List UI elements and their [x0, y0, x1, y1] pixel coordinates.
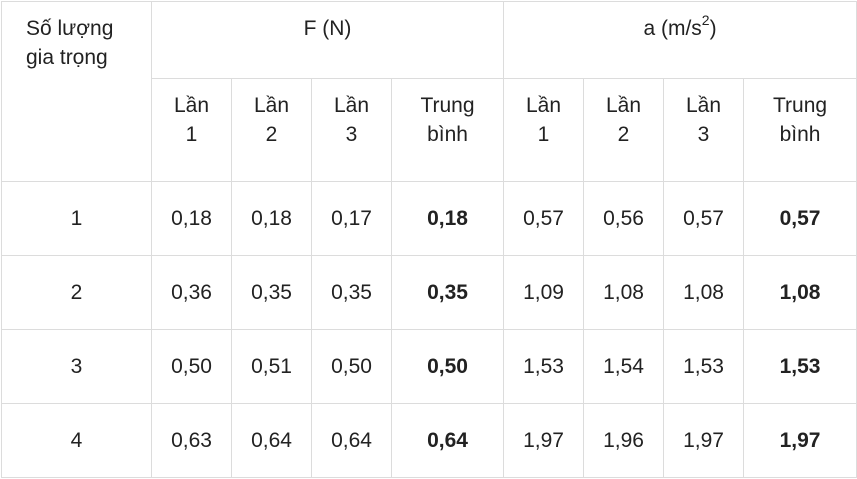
group-text: a (m/s	[643, 17, 702, 40]
cell: 0,51	[231, 329, 312, 404]
cell: 0,64	[311, 403, 392, 478]
cell: 3	[1, 329, 152, 404]
subheader: Lần 1	[151, 78, 232, 182]
cell: 4	[1, 403, 152, 478]
subheader: Lần 2	[583, 78, 665, 182]
subheader-text: Lần 3	[333, 94, 370, 146]
data-row: 2 0,36 0,35 0,35 0,35 1,09 1,08 1,08 1,08	[1, 255, 857, 330]
cell: 1,53	[663, 329, 745, 404]
average-cell: 1,08	[743, 255, 857, 330]
subheader: Trung bình	[390, 78, 505, 182]
cell: 1,08	[583, 255, 665, 330]
average-cell: 0,50	[390, 329, 505, 404]
group-header: F (N)	[150, 1, 505, 79]
cell: 1,53	[503, 329, 585, 404]
table-head: Số lượng gia trọng F (N) a (m/s2) Lần 1 Lần …	[1, 1, 857, 182]
subheader: Lần 2	[231, 78, 312, 182]
cell: 1,97	[663, 403, 745, 478]
subheader-row: Lần 1 Lần 2 Lần 3 Trung bình Lần 1 Lần 2 Lần 3…	[2, 78, 857, 182]
cell: 0,64	[231, 403, 312, 478]
data-row: 4 0,63 0,64 0,64 0,64 1,97 1,96 1,97 1,97	[1, 403, 857, 478]
data-row: 3 0,50 0,51 0,50 0,50 1,53 1,54 1,53 1,53	[1, 329, 857, 404]
header-row: Số lượng gia trọng F (N) a (m/s2)	[1, 1, 857, 182]
cell: 0,63	[151, 403, 232, 478]
average-cell: 0,64	[390, 403, 505, 478]
subheader: Lần 3	[663, 78, 745, 182]
subheader-text: Lần 1	[173, 94, 210, 146]
subheader: Trung bình	[743, 78, 857, 182]
cell: 2	[1, 255, 152, 330]
cell: 0,18	[151, 181, 232, 256]
cell: 0,50	[311, 329, 392, 404]
average-cell: 0,35	[390, 255, 505, 330]
table-body: 1 0,18 0,18 0,17 0,18 0,57 0,56 0,57 0,57 2 0,36 0,…	[1, 181, 857, 478]
cell: 0,36	[151, 255, 232, 330]
cell: 0,57	[663, 181, 745, 256]
average-cell: 0,57	[743, 181, 857, 256]
cell: 0,50	[151, 329, 232, 404]
cell: 0,17	[311, 181, 392, 256]
superscript: 2	[701, 12, 710, 28]
cell: 1,96	[583, 403, 665, 478]
subheader-text: Lần 2	[253, 94, 290, 146]
cell: 0,57	[503, 181, 585, 256]
cell: 0,35	[311, 255, 392, 330]
subheader-text: Trung bình	[772, 94, 828, 146]
cell: 1	[1, 181, 152, 256]
data-row: 1 0,18 0,18 0,17 0,18 0,57 0,56 0,57 0,57	[1, 181, 857, 256]
subheader-text: Trung bình	[420, 94, 475, 146]
cell: 0,35	[231, 255, 312, 330]
average-cell: 0,18	[390, 181, 505, 256]
group-text: F (N)	[303, 17, 352, 40]
average-cell: 1,53	[743, 329, 857, 404]
subheader: Lần 3	[311, 78, 392, 182]
corner-text: Số lượng gia trọng	[26, 17, 114, 69]
group-header: a (m/s2)	[503, 1, 857, 79]
cell: 1,09	[503, 255, 585, 330]
subheader: Lần 1	[503, 78, 585, 182]
subheader-text: Lần 2	[605, 94, 642, 146]
cell: 1,08	[663, 255, 745, 330]
subheader-text: Lần 1	[525, 94, 562, 146]
subheader-text: Lần 3	[685, 94, 722, 146]
cell: 0,18	[231, 181, 312, 256]
cell: 0,56	[583, 181, 665, 256]
group-text-tail: )	[709, 17, 717, 40]
cell: 1,97	[503, 403, 585, 478]
cell: 1,54	[583, 329, 665, 404]
average-cell: 1,97	[743, 403, 857, 478]
corner-cell: Số lượng gia trọng	[1, 1, 152, 182]
